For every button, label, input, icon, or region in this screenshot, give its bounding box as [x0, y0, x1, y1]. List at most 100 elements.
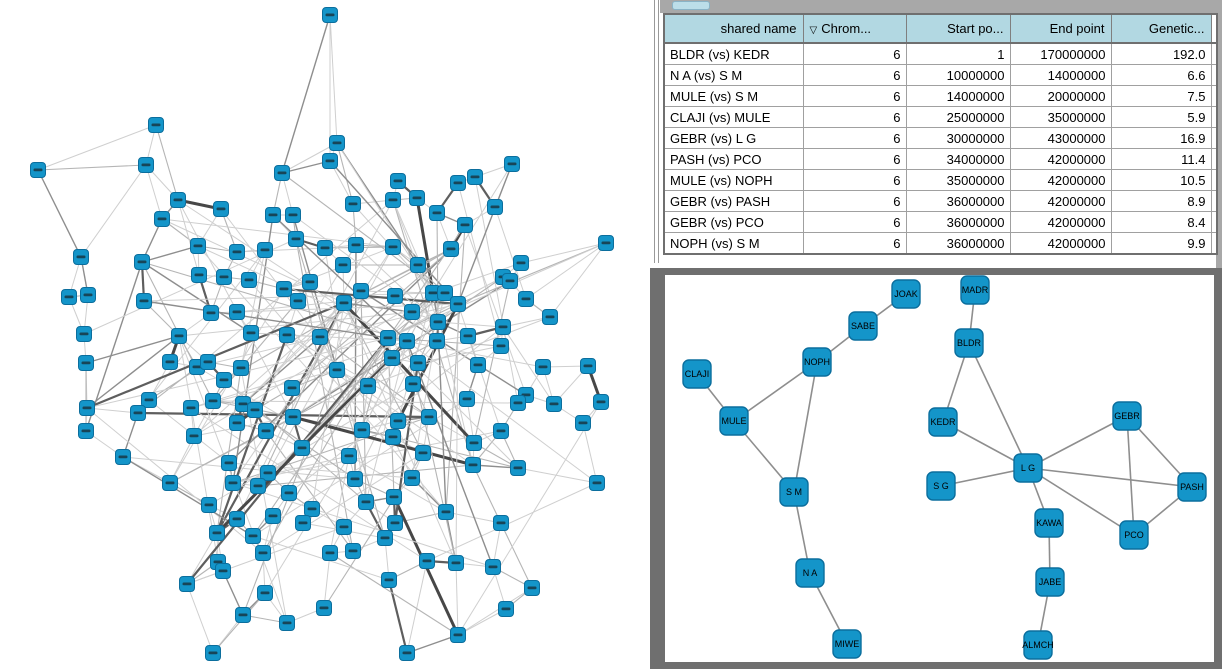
network-node[interactable] [390, 173, 406, 189]
network-node[interactable]: MULE [719, 406, 749, 436]
network-node[interactable] [386, 489, 402, 505]
network-node[interactable] [524, 580, 540, 596]
network-node[interactable] [162, 354, 178, 370]
network-node[interactable]: N A [795, 558, 825, 588]
network-node[interactable] [294, 440, 310, 456]
network-node[interactable] [345, 196, 361, 212]
network-node[interactable] [134, 254, 150, 270]
network-node[interactable] [485, 559, 501, 575]
network-node[interactable]: CLAJI [682, 359, 712, 389]
network-node[interactable] [209, 525, 225, 541]
network-node[interactable] [229, 304, 245, 320]
network-node[interactable] [354, 422, 370, 438]
network-node[interactable] [358, 494, 374, 510]
network-node[interactable] [179, 576, 195, 592]
network-node[interactable] [493, 423, 509, 439]
network-node[interactable] [415, 445, 431, 461]
network-node[interactable] [387, 288, 403, 304]
network-node[interactable] [498, 601, 514, 617]
network-node[interactable] [360, 378, 376, 394]
column-header[interactable]: Start po... [905, 13, 1011, 44]
network-node[interactable]: KAWA [1034, 508, 1064, 538]
network-node[interactable] [450, 296, 466, 312]
network-node[interactable] [535, 359, 551, 375]
table-row[interactable]: NOPH (vs) S M 6 36000000 42000000 9.9 [663, 232, 1218, 255]
table-row[interactable]: GEBR (vs) PASH 6 36000000 42000000 8.9 [663, 190, 1218, 212]
network-node[interactable] [225, 475, 241, 491]
network-node[interactable] [348, 237, 364, 253]
network-node[interactable] [513, 255, 529, 271]
network-node[interactable] [430, 314, 446, 330]
table-row[interactable]: GEBR (vs) L G 6 30000000 43000000 16.9 [663, 127, 1218, 149]
network-node[interactable] [341, 448, 357, 464]
network-node[interactable] [233, 360, 249, 376]
network-node[interactable] [281, 485, 297, 501]
network-node[interactable] [115, 449, 131, 465]
network-node[interactable] [148, 117, 164, 133]
network-node[interactable] [295, 515, 311, 531]
table-row[interactable]: CLAJI (vs) MULE 6 25000000 35000000 5.9 [663, 106, 1218, 128]
network-node[interactable] [510, 460, 526, 476]
network-node[interactable]: PCO [1119, 520, 1149, 550]
network-node[interactable] [390, 413, 406, 429]
network-node[interactable] [335, 257, 351, 273]
network-node[interactable] [170, 192, 186, 208]
network-node[interactable] [329, 135, 345, 151]
table-row[interactable]: N A (vs) S M 6 10000000 14000000 6.6 [663, 64, 1218, 86]
column-header[interactable]: Genetic... [1110, 13, 1212, 44]
network-node[interactable]: L G [1013, 453, 1043, 483]
network-node[interactable]: PASH [1177, 472, 1207, 502]
network-node[interactable] [235, 396, 251, 412]
network-node[interactable] [183, 400, 199, 416]
network-node[interactable] [345, 543, 361, 559]
network-node[interactable] [466, 435, 482, 451]
network-node[interactable] [247, 402, 263, 418]
network-node[interactable] [73, 249, 89, 265]
network-node[interactable] [136, 293, 152, 309]
network-node[interactable] [437, 285, 453, 301]
table-row[interactable]: BLDR (vs) KEDR 6 1 170000000 192.0 [663, 42, 1218, 65]
network-node[interactable] [279, 615, 295, 631]
network-node[interactable] [288, 231, 304, 247]
network-node[interactable]: GEBR [1112, 401, 1142, 431]
network-node[interactable] [502, 273, 518, 289]
network-node[interactable] [546, 396, 562, 412]
network-node[interactable] [493, 515, 509, 531]
network-node[interactable] [322, 7, 338, 23]
network-node[interactable] [353, 283, 369, 299]
network-node[interactable] [78, 355, 94, 371]
network-node[interactable] [450, 175, 466, 191]
network-node[interactable] [336, 519, 352, 535]
table-row[interactable]: GEBR (vs) PCO 6 36000000 42000000 8.4 [663, 211, 1218, 233]
network-node[interactable] [171, 328, 187, 344]
network-node[interactable] [201, 497, 217, 513]
network-node[interactable] [589, 475, 605, 491]
network-node[interactable] [302, 274, 318, 290]
network-node[interactable] [215, 563, 231, 579]
network-node[interactable] [399, 645, 415, 661]
network-node[interactable] [518, 291, 534, 307]
network-node[interactable] [285, 207, 301, 223]
network-node[interactable] [495, 319, 511, 335]
network-node[interactable] [260, 465, 276, 481]
network-node[interactable] [229, 511, 245, 527]
network-node[interactable] [312, 329, 328, 345]
network-node[interactable] [154, 211, 170, 227]
network-node[interactable] [429, 333, 445, 349]
large-network-canvas[interactable] [0, 0, 655, 669]
network-node[interactable] [265, 508, 281, 524]
network-node[interactable] [504, 156, 520, 172]
network-node[interactable] [205, 645, 221, 661]
network-node[interactable] [421, 409, 437, 425]
network-node[interactable] [322, 545, 338, 561]
network-node[interactable]: JOAK [891, 279, 921, 309]
network-node[interactable] [598, 235, 614, 251]
network-node[interactable] [255, 545, 271, 561]
network-node[interactable] [213, 201, 229, 217]
network-node[interactable] [542, 309, 558, 325]
network-node[interactable]: BLDR [954, 328, 984, 358]
network-node[interactable] [387, 515, 403, 531]
network-node[interactable] [457, 217, 473, 233]
network-node[interactable] [76, 326, 92, 342]
network-node[interactable] [409, 190, 425, 206]
